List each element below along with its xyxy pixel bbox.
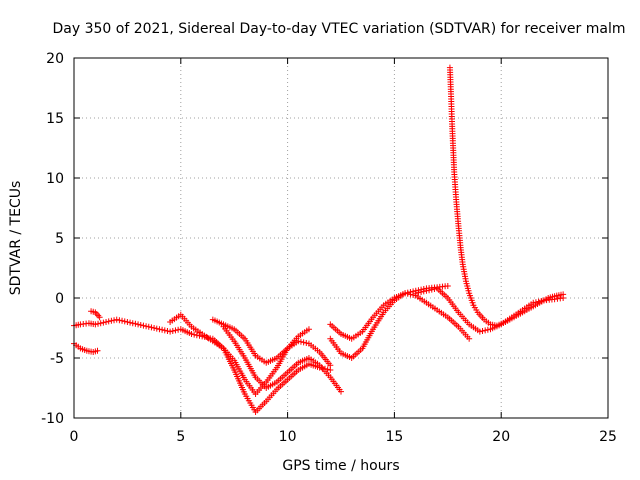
data-point-interp [140,322,147,329]
y-tick-label: 10 [46,171,64,187]
data-point-interp [159,326,166,333]
data-point-interp [148,324,155,331]
data-point-interp [191,331,198,338]
data-point-interp [100,319,107,326]
y-tick-label: 0 [55,291,64,307]
data-point [423,287,430,294]
data-point-interp [95,320,102,327]
data-point-interp [116,317,123,324]
data-point-interp [108,317,115,324]
data-point [338,388,344,395]
data-point-interp [143,323,150,330]
data-point-interp [153,325,160,332]
data-point [113,316,120,323]
data-point-interp [169,328,176,334]
data-point-interp [164,328,171,334]
grid-lines [74,58,608,418]
y-tick-label: 15 [46,111,64,127]
data-point-interp [297,338,304,345]
data-point [295,338,302,345]
data-point [124,319,131,325]
data-point [327,362,334,369]
data-point-interp [426,287,433,294]
data-point-interp [482,327,489,334]
y-tick-label: -5 [50,351,64,367]
data-points [71,64,567,415]
data-point [466,335,473,342]
data-point-interp [121,318,128,325]
axes: 0 5 10 15 20 25 -10 -5 0 5 10 15 20 [41,51,617,445]
x-axis-label: GPS time / hours [282,458,399,474]
x-tick-label: 20 [492,429,510,445]
data-point [444,283,451,289]
data-point [92,321,99,328]
y-axis-label: SDTVAR / TECUs [8,181,24,296]
data-point [560,291,567,298]
data-point-interp [151,325,158,331]
x-tick-label: 10 [279,429,297,445]
data-point [94,347,101,354]
data-point-interp [127,319,134,326]
data-point-interp [129,320,136,327]
data-point-interp [319,365,326,372]
data-point-interp [137,322,144,328]
data-point-interp [428,286,435,293]
data-point [156,326,163,333]
data-point-interp [97,320,104,327]
y-tick-label: -10 [41,411,64,427]
data-point-interp [420,288,427,295]
data-point [412,290,419,297]
y-tick-label: 20 [46,51,64,67]
data-point-interp [479,328,486,334]
data-point-interp [415,289,422,296]
data-point-interp [407,291,414,298]
data-point [476,328,483,335]
data-point-interp [119,317,126,324]
data-point-interp [404,290,411,297]
data-point [167,328,174,335]
chart-title: Day 350 of 2021, Sidereal Day-to-day VTE… [53,21,626,37]
data-point-interp [172,327,179,334]
x-tick-label: 25 [599,429,617,445]
data-point-interp [204,334,211,341]
y-tick-label: 5 [55,231,64,247]
data-point [135,321,142,328]
x-tick-label: 0 [70,429,79,445]
data-point-interp [300,339,307,346]
data-point-interp [132,320,139,327]
data-point [103,319,110,325]
data-point-interp [161,327,168,334]
data-point-interp [303,340,310,346]
data-point [188,331,195,337]
data-point-interp [484,326,491,333]
data-point-interp [431,286,438,292]
data-point-interp [111,317,118,324]
data-point-interp [193,332,200,339]
x-tick-label: 5 [176,429,185,445]
data-point-interp [418,289,425,295]
data-point [305,326,312,333]
x-tick-label: 15 [385,429,403,445]
data-point-interp [105,318,112,325]
data-point [96,314,103,321]
data-point [402,290,409,297]
data-point [145,323,152,330]
